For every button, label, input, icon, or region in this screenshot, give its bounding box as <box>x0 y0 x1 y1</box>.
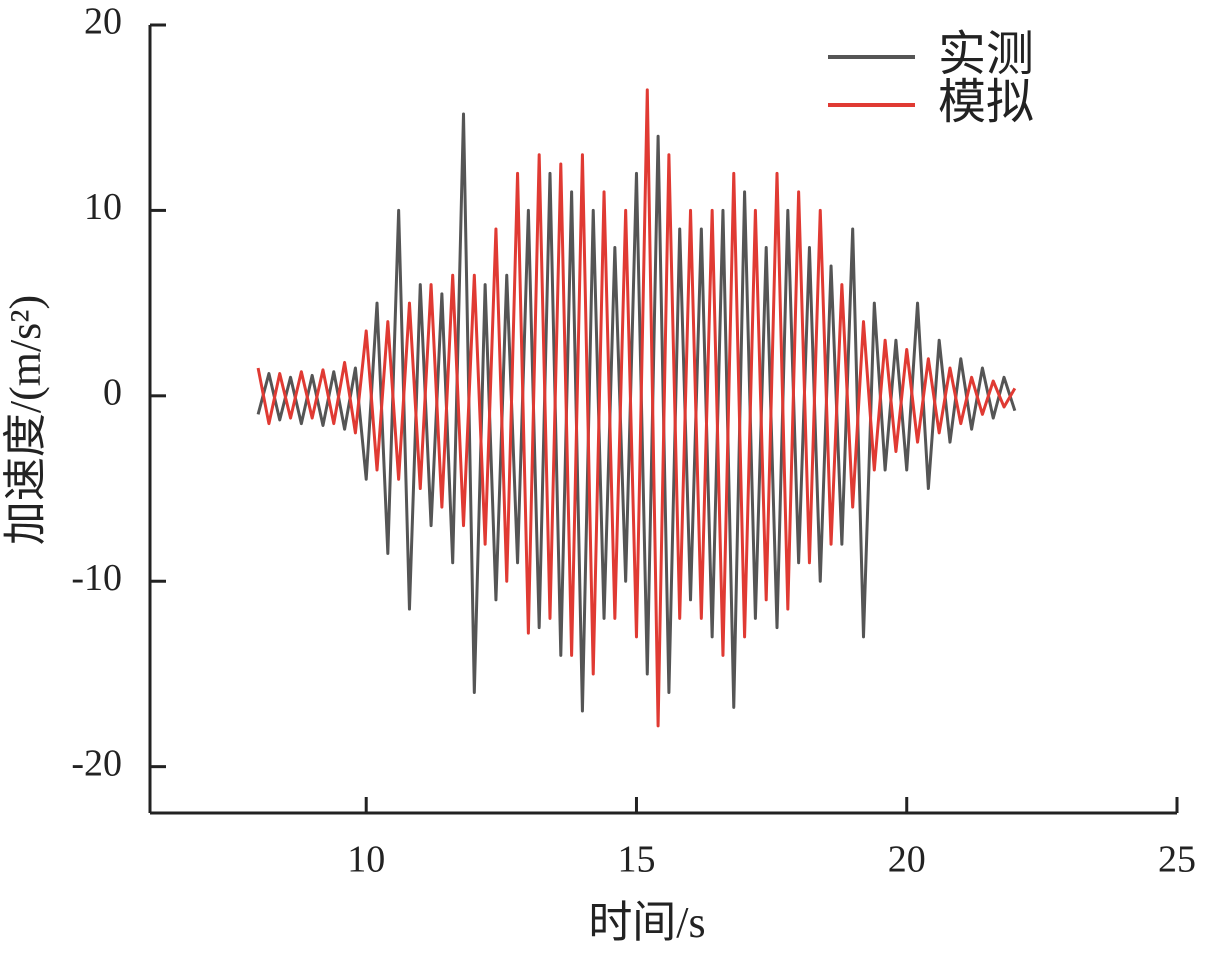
y-tick-label: 20 <box>84 1 122 43</box>
x-axis-label: 时间/s <box>588 898 705 947</box>
x-tick-label: 15 <box>617 839 655 881</box>
legend-label: 模拟 <box>938 76 1034 129</box>
y-tick-label: 10 <box>84 186 122 228</box>
y-axis-label: 加速度/(m/s²) <box>1 295 50 545</box>
data-line <box>256 88 1017 728</box>
legend-label: 实测 <box>938 28 1034 81</box>
y-tick-label: -10 <box>71 557 122 599</box>
y-tick-label: -20 <box>71 742 122 784</box>
data-line <box>256 112 1017 713</box>
x-tick-label: 20 <box>888 839 926 881</box>
y-tick-label: 0 <box>103 372 122 414</box>
x-tick-label: 25 <box>1158 839 1196 881</box>
x-tick-label: 10 <box>347 839 385 881</box>
